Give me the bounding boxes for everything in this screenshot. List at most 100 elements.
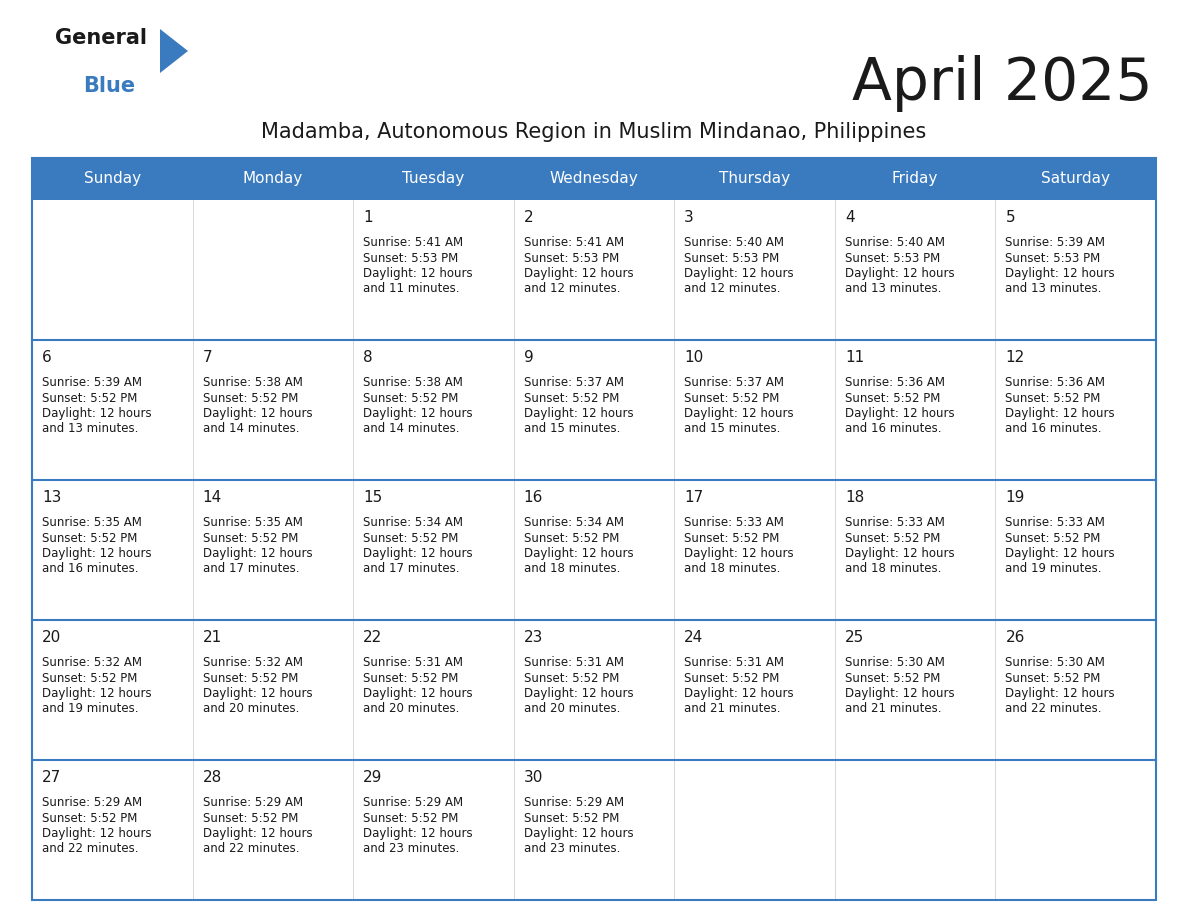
Text: Sunrise: 5:39 AM: Sunrise: 5:39 AM (42, 376, 143, 389)
Text: Daylight: 12 hours: Daylight: 12 hours (845, 407, 954, 420)
Text: Sunset: 5:52 PM: Sunset: 5:52 PM (203, 532, 298, 544)
Text: 4: 4 (845, 210, 854, 225)
Text: and 14 minutes.: and 14 minutes. (364, 422, 460, 435)
Text: Daylight: 12 hours: Daylight: 12 hours (203, 547, 312, 560)
Text: Sunset: 5:52 PM: Sunset: 5:52 PM (203, 671, 298, 685)
Bar (32, 480, 192, 620)
Text: Sunrise: 5:33 AM: Sunrise: 5:33 AM (1005, 516, 1105, 529)
Text: and 15 minutes.: and 15 minutes. (684, 422, 781, 435)
Text: Sunset: 5:52 PM: Sunset: 5:52 PM (1005, 532, 1101, 544)
Text: and 16 minutes.: and 16 minutes. (1005, 422, 1102, 435)
Text: 2: 2 (524, 210, 533, 225)
Bar (513, 200, 675, 340)
Text: Daylight: 12 hours: Daylight: 12 hours (524, 687, 633, 700)
Text: 17: 17 (684, 490, 703, 505)
Text: Sunday: Sunday (83, 172, 141, 186)
Text: 7: 7 (203, 350, 213, 365)
Bar (675, 620, 835, 760)
Text: Sunset: 5:52 PM: Sunset: 5:52 PM (203, 391, 298, 405)
Text: and 18 minutes.: and 18 minutes. (684, 563, 781, 576)
Text: Daylight: 12 hours: Daylight: 12 hours (684, 687, 794, 700)
Bar (513, 480, 675, 620)
Text: Wednesday: Wednesday (550, 172, 638, 186)
Text: Sunrise: 5:36 AM: Sunrise: 5:36 AM (845, 376, 944, 389)
Text: and 16 minutes.: and 16 minutes. (845, 422, 941, 435)
Text: and 18 minutes.: and 18 minutes. (524, 563, 620, 576)
Text: Sunset: 5:52 PM: Sunset: 5:52 PM (524, 532, 619, 544)
Text: Sunrise: 5:31 AM: Sunrise: 5:31 AM (524, 656, 624, 669)
Text: Sunrise: 5:29 AM: Sunrise: 5:29 AM (42, 796, 143, 809)
Text: Daylight: 12 hours: Daylight: 12 hours (524, 267, 633, 280)
Text: and 18 minutes.: and 18 minutes. (845, 563, 941, 576)
Bar (675, 200, 835, 340)
Text: Sunrise: 5:33 AM: Sunrise: 5:33 AM (845, 516, 944, 529)
Text: Daylight: 12 hours: Daylight: 12 hours (1005, 547, 1116, 560)
Text: Daylight: 12 hours: Daylight: 12 hours (42, 407, 152, 420)
Text: Monday: Monday (242, 172, 303, 186)
Bar (353, 620, 513, 760)
Text: Sunset: 5:52 PM: Sunset: 5:52 PM (1005, 391, 1101, 405)
Bar (675, 340, 835, 480)
Text: Sunrise: 5:35 AM: Sunrise: 5:35 AM (203, 516, 303, 529)
Text: April 2025: April 2025 (852, 55, 1154, 112)
Text: Daylight: 12 hours: Daylight: 12 hours (845, 687, 954, 700)
Bar (675, 480, 835, 620)
Text: Sunset: 5:52 PM: Sunset: 5:52 PM (524, 391, 619, 405)
Text: Sunrise: 5:40 AM: Sunrise: 5:40 AM (845, 236, 944, 249)
Text: Sunset: 5:52 PM: Sunset: 5:52 PM (684, 532, 779, 544)
Bar (835, 620, 996, 760)
Text: and 14 minutes.: and 14 minutes. (203, 422, 299, 435)
Text: 26: 26 (1005, 630, 1025, 645)
Text: and 22 minutes.: and 22 minutes. (203, 843, 299, 856)
Text: and 12 minutes.: and 12 minutes. (684, 283, 781, 296)
Text: Daylight: 12 hours: Daylight: 12 hours (42, 547, 152, 560)
Bar (835, 480, 996, 620)
Bar (192, 760, 353, 900)
Text: 10: 10 (684, 350, 703, 365)
Text: Sunset: 5:52 PM: Sunset: 5:52 PM (203, 812, 298, 824)
Text: 29: 29 (364, 770, 383, 785)
Bar (996, 200, 1156, 340)
Bar (996, 620, 1156, 760)
Text: Daylight: 12 hours: Daylight: 12 hours (364, 407, 473, 420)
Text: 1: 1 (364, 210, 373, 225)
Bar (996, 480, 1156, 620)
Text: Daylight: 12 hours: Daylight: 12 hours (684, 547, 794, 560)
Text: Daylight: 12 hours: Daylight: 12 hours (845, 547, 954, 560)
Bar (353, 480, 513, 620)
Text: Friday: Friday (892, 172, 939, 186)
Text: Daylight: 12 hours: Daylight: 12 hours (203, 407, 312, 420)
Bar (513, 620, 675, 760)
Bar (32, 158, 1156, 200)
Bar (513, 340, 675, 480)
Text: Sunset: 5:52 PM: Sunset: 5:52 PM (524, 812, 619, 824)
Text: Daylight: 12 hours: Daylight: 12 hours (1005, 687, 1116, 700)
Text: Sunrise: 5:34 AM: Sunrise: 5:34 AM (524, 516, 624, 529)
Text: and 20 minutes.: and 20 minutes. (203, 702, 299, 715)
Text: Sunrise: 5:41 AM: Sunrise: 5:41 AM (524, 236, 624, 249)
Text: Daylight: 12 hours: Daylight: 12 hours (524, 547, 633, 560)
Text: Saturday: Saturday (1041, 172, 1111, 186)
Text: Daylight: 12 hours: Daylight: 12 hours (684, 407, 794, 420)
Bar (32, 340, 192, 480)
Text: and 17 minutes.: and 17 minutes. (364, 563, 460, 576)
Text: and 21 minutes.: and 21 minutes. (684, 702, 781, 715)
Text: Sunrise: 5:29 AM: Sunrise: 5:29 AM (203, 796, 303, 809)
Bar (192, 340, 353, 480)
Text: and 19 minutes.: and 19 minutes. (1005, 563, 1102, 576)
Text: Sunset: 5:52 PM: Sunset: 5:52 PM (42, 391, 138, 405)
Text: and 20 minutes.: and 20 minutes. (524, 702, 620, 715)
Text: Sunrise: 5:38 AM: Sunrise: 5:38 AM (203, 376, 303, 389)
Text: Sunset: 5:52 PM: Sunset: 5:52 PM (845, 671, 940, 685)
Bar (32, 760, 192, 900)
Text: and 23 minutes.: and 23 minutes. (524, 843, 620, 856)
Text: Tuesday: Tuesday (403, 172, 465, 186)
Text: Sunset: 5:52 PM: Sunset: 5:52 PM (364, 812, 459, 824)
Text: 3: 3 (684, 210, 694, 225)
Text: Sunset: 5:52 PM: Sunset: 5:52 PM (1005, 671, 1101, 685)
Text: Sunset: 5:52 PM: Sunset: 5:52 PM (42, 532, 138, 544)
Text: Sunset: 5:52 PM: Sunset: 5:52 PM (524, 671, 619, 685)
Text: Daylight: 12 hours: Daylight: 12 hours (684, 267, 794, 280)
Text: 14: 14 (203, 490, 222, 505)
Text: 15: 15 (364, 490, 383, 505)
